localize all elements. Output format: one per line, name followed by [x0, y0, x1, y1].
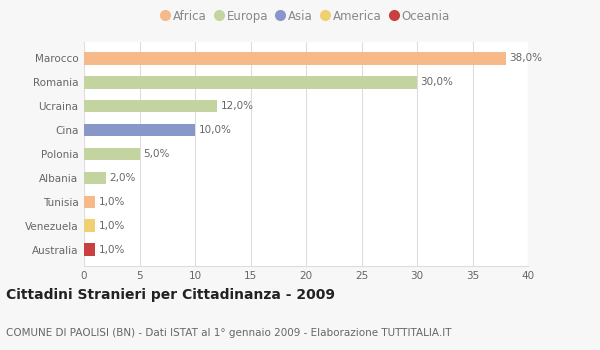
Text: Cittadini Stranieri per Cittadinanza - 2009: Cittadini Stranieri per Cittadinanza - 2… — [6, 288, 335, 302]
Bar — [84, 124, 195, 136]
Bar — [84, 172, 106, 184]
Text: 1,0%: 1,0% — [98, 197, 125, 207]
Legend: Africa, Europa, Asia, America, Oceania: Africa, Europa, Asia, America, Oceania — [160, 8, 452, 25]
Bar — [84, 76, 417, 89]
Bar — [84, 219, 95, 232]
Text: 30,0%: 30,0% — [421, 77, 453, 87]
Text: 12,0%: 12,0% — [221, 101, 254, 111]
Text: 1,0%: 1,0% — [98, 221, 125, 231]
Text: 10,0%: 10,0% — [199, 125, 231, 135]
Text: 38,0%: 38,0% — [509, 54, 542, 63]
Bar — [84, 196, 95, 208]
Text: 2,0%: 2,0% — [110, 173, 136, 183]
Bar — [84, 243, 95, 256]
Text: 5,0%: 5,0% — [143, 149, 169, 159]
Bar — [84, 52, 506, 65]
Text: COMUNE DI PAOLISI (BN) - Dati ISTAT al 1° gennaio 2009 - Elaborazione TUTTITALIA: COMUNE DI PAOLISI (BN) - Dati ISTAT al 1… — [6, 328, 452, 338]
Bar — [84, 100, 217, 112]
Bar — [84, 148, 140, 160]
Text: 1,0%: 1,0% — [98, 245, 125, 254]
